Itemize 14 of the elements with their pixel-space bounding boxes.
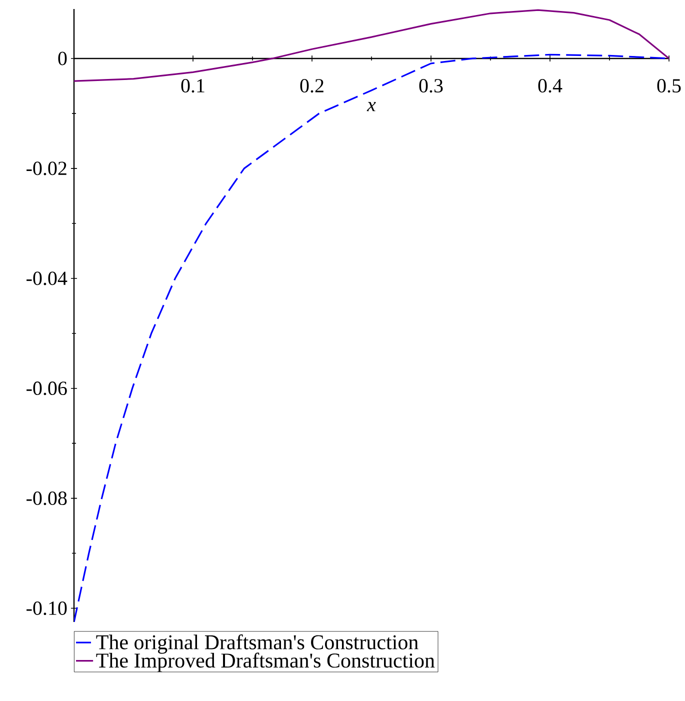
x-tick-label: 0.5 xyxy=(657,79,681,93)
x-tick-label: 0.4 xyxy=(538,79,562,93)
y-tick-label: -0.02 xyxy=(26,162,66,176)
y-tick-label: -0.08 xyxy=(26,492,67,506)
x-axis-title: x xyxy=(366,102,376,112)
legend-label: The original Draftsman's Construction xyxy=(96,634,418,654)
legend-label: The Improved Draftsman's Construction xyxy=(96,652,435,672)
y-tick-label: 0 xyxy=(58,52,67,66)
y-tick-label: -0.06 xyxy=(26,382,67,396)
x-tick-label: 0.2 xyxy=(300,79,324,93)
y-tick-label: -0.10 xyxy=(26,601,67,616)
y-tick-label: -0.04 xyxy=(26,272,68,286)
x-tick-label: 0.3 xyxy=(419,79,443,93)
x-tick-label: 0.1 xyxy=(181,79,204,93)
